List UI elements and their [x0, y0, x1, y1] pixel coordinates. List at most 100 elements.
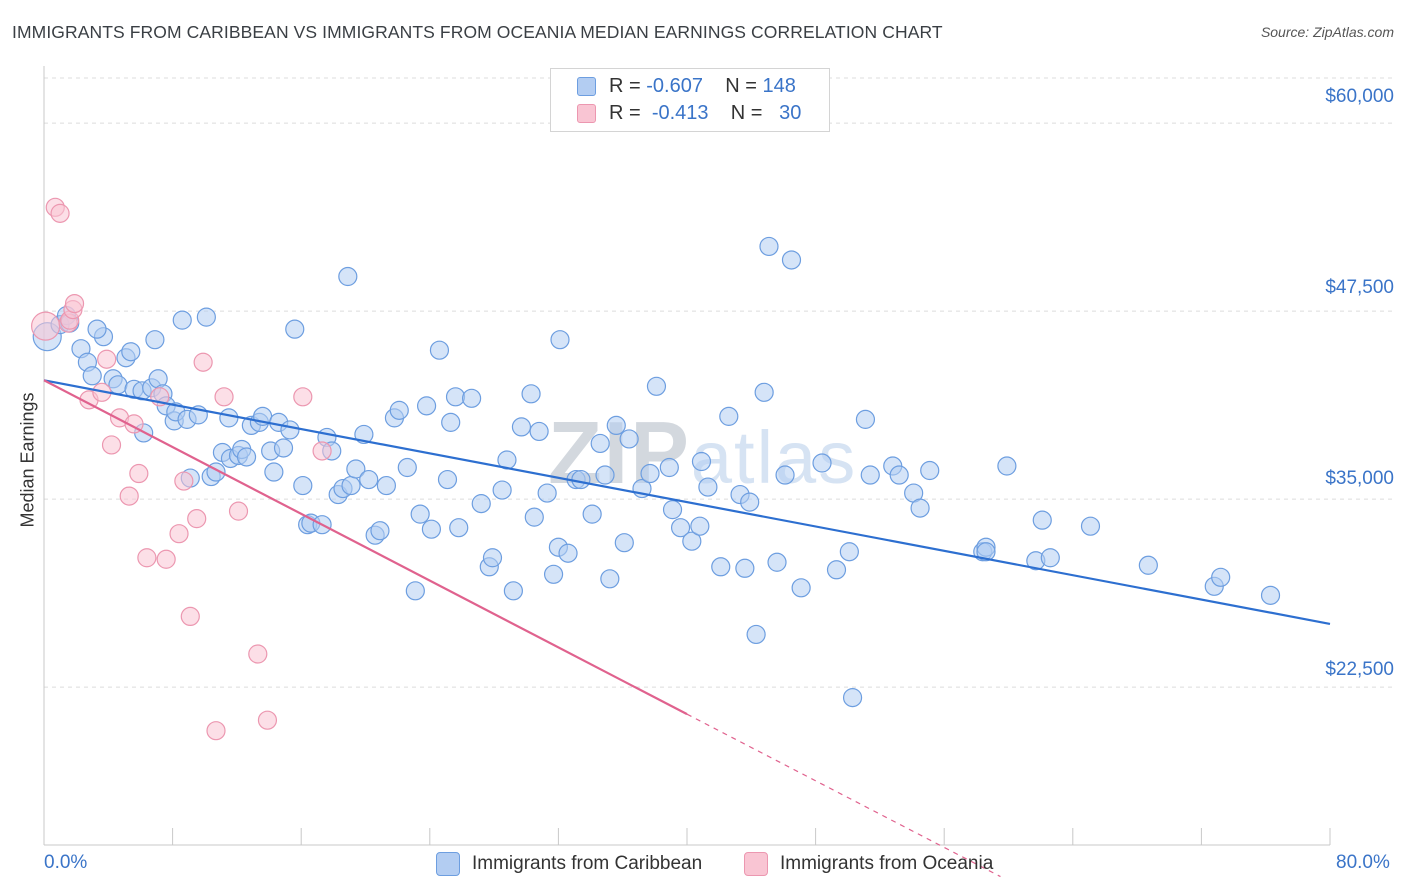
caribbean-point — [812, 453, 832, 473]
caribbean-point — [87, 319, 107, 339]
caribbean-point — [910, 498, 930, 518]
caribbean-point — [791, 578, 811, 598]
caribbean-trend-line — [43, 379, 1331, 626]
caribbean-point — [445, 387, 466, 407]
caribbean-point — [839, 542, 859, 562]
caribbean-point — [471, 494, 491, 514]
oceania-point — [293, 387, 313, 407]
caribbean-point — [691, 451, 712, 472]
caribbean-point — [264, 462, 284, 482]
n-value: 30 — [779, 101, 802, 124]
caribbean-point — [842, 688, 863, 708]
oceania-point — [101, 435, 122, 455]
caribbean-swatch — [577, 77, 596, 96]
caribbean-point — [889, 465, 909, 485]
oceania-point — [50, 203, 70, 223]
caribbean-point — [746, 624, 766, 645]
caribbean-point — [735, 558, 755, 578]
caribbean-point — [370, 521, 390, 541]
caribbean-point — [711, 557, 731, 577]
caribbean-point — [826, 560, 847, 580]
caribbean-point — [280, 420, 300, 440]
caribbean-point — [503, 581, 523, 601]
y-tick-label: $35,000 — [1325, 468, 1394, 489]
caribbean-point — [1138, 555, 1158, 575]
caribbean-point — [640, 463, 660, 484]
oceania-point — [156, 549, 176, 569]
caribbean-point — [482, 548, 503, 568]
caribbean-point — [550, 330, 570, 350]
caribbean-point — [359, 469, 379, 490]
caribbean-point — [437, 469, 458, 490]
caribbean-point — [196, 307, 216, 327]
oceania-legend-swatch — [744, 852, 768, 876]
chart-title: IMMIGRANTS FROM CARIBBEAN VS IMMIGRANTS … — [12, 22, 943, 42]
caribbean-point — [860, 465, 880, 485]
source-credit: Source: ZipAtlas.com — [1260, 24, 1394, 40]
caribbean-point — [740, 492, 760, 512]
caribbean-point — [524, 507, 544, 527]
n-label: N = — [730, 101, 763, 124]
caribbean-point — [775, 465, 795, 485]
r-label: R = — [609, 74, 641, 97]
oceania-legend-label: Immigrants from Oceania — [780, 853, 994, 874]
caribbean-point — [754, 382, 774, 402]
caribbean-point — [219, 408, 239, 428]
caribbean-point — [600, 569, 620, 589]
caribbean-point — [659, 457, 679, 478]
caribbean-legend-label: Immigrants from Caribbean — [472, 853, 703, 874]
caribbean-point — [108, 375, 128, 395]
caribbean-point — [285, 319, 305, 339]
caribbean-point — [410, 504, 430, 524]
oceania-swatch — [577, 104, 596, 123]
caribbean-point — [449, 518, 469, 538]
caribbean-point — [1032, 510, 1052, 530]
caribbean-point — [421, 519, 442, 539]
caribbean-point — [521, 384, 541, 404]
oceania-trend-line — [43, 379, 688, 716]
caribbean-point — [976, 542, 996, 562]
x-tick-label: 80.0% — [1336, 852, 1390, 873]
oceania-point — [97, 349, 117, 369]
caribbean-point — [1260, 585, 1281, 605]
caribbean-point — [698, 477, 718, 497]
caribbean-point — [543, 564, 564, 584]
caribbean-point — [273, 438, 294, 458]
oceania-point — [180, 606, 200, 627]
caribbean-point — [338, 266, 358, 287]
oceania-point — [119, 486, 139, 506]
caribbean-point — [1211, 567, 1231, 587]
caribbean-point — [719, 406, 739, 426]
caribbean-point — [571, 469, 591, 490]
caribbean-point — [145, 330, 165, 350]
caribbean-point — [855, 409, 876, 429]
oceania-point — [64, 293, 85, 314]
caribbean-point — [172, 310, 192, 330]
y-axis-label: Median Earnings — [17, 392, 38, 528]
oceania-trend-extension — [686, 713, 1001, 878]
caribbean-point — [781, 250, 802, 270]
caribbean-point — [619, 429, 639, 449]
caribbean-point — [341, 475, 361, 496]
oceania-point — [312, 441, 332, 461]
oceania-point — [206, 721, 226, 741]
oceania-point — [31, 311, 61, 341]
caribbean-point — [614, 533, 634, 553]
caribbean-point — [682, 531, 702, 551]
caribbean-point — [82, 366, 102, 386]
legend-caribbean-stats: R = -0.607 N = 148 — [609, 75, 796, 98]
caribbean-point — [590, 433, 610, 454]
bottom-legend-caribbean: Immigrants from Caribbean — [436, 852, 702, 876]
caribbean-point — [397, 457, 417, 478]
n-value: 148 — [762, 74, 796, 97]
y-tick-label: $47,500 — [1325, 277, 1394, 298]
caribbean-point — [461, 388, 482, 408]
oceania-point — [228, 501, 249, 521]
oceania-point — [174, 471, 194, 491]
y-tick-label: $22,500 — [1325, 659, 1394, 680]
caribbean-point — [511, 417, 532, 437]
caribbean-point — [595, 465, 615, 485]
caribbean-point — [416, 396, 437, 416]
r-value: -0.413 — [651, 101, 709, 124]
